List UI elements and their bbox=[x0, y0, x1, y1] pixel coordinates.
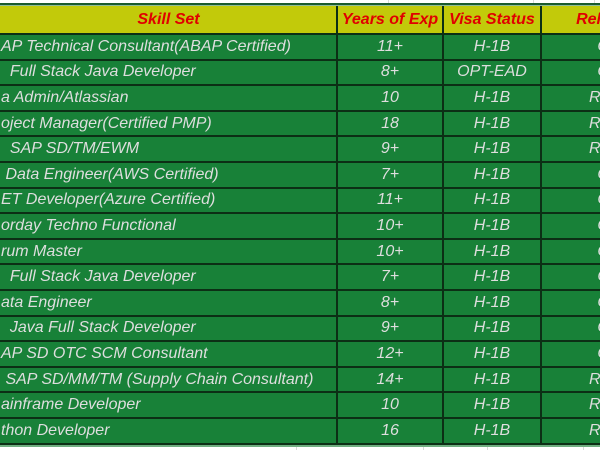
skill-cell[interactable]: Full Stack Java Developer bbox=[0, 60, 338, 85]
visa-cell[interactable]: H-1B bbox=[444, 367, 542, 392]
years-cell[interactable]: 9+ bbox=[338, 137, 444, 161]
visa-cell[interactable]: H-1B bbox=[444, 111, 542, 136]
table-row: Full Stack Java Developer 7+ H-1B Open bbox=[0, 265, 600, 291]
years-cell[interactable]: 18 bbox=[338, 111, 444, 136]
skill-cell[interactable]: rum Master bbox=[0, 239, 338, 264]
table-row: thon Developer 16 H-1B Remote bbox=[0, 418, 600, 445]
sheet-gridline bbox=[594, 0, 595, 3]
reloc-cell[interactable]: Remote bbox=[588, 88, 600, 106]
sheet-gridline bbox=[423, 445, 424, 450]
reloc-cell[interactable]: Open bbox=[542, 163, 600, 187]
visa-cell[interactable]: H-1B bbox=[444, 290, 542, 315]
sheet-gridline bbox=[533, 0, 534, 3]
reloc-cell[interactable]: Open bbox=[542, 214, 600, 238]
skill-cell[interactable]: ET Developer(Azure Certified) bbox=[0, 188, 338, 213]
table-row: a Admin/Atlassian 10 H-1B Remote bbox=[0, 86, 600, 112]
sheet-gridline bbox=[388, 0, 389, 3]
table-row: SAP SD/TM/EWM 9+ H-1B Remote bbox=[0, 137, 600, 163]
table-top-border bbox=[0, 3, 600, 5]
table-row: AP SD OTC SCM Consultant 12+ H-1B Open bbox=[0, 342, 600, 368]
years-cell[interactable]: 8+ bbox=[338, 290, 444, 315]
visa-cell[interactable]: H-1B bbox=[444, 35, 542, 59]
skill-cell[interactable]: ainframe Developer bbox=[0, 393, 338, 417]
hotlist-table: Skill Set Years of Exp Visa Status Reloc… bbox=[0, 3, 600, 447]
reloc-cell[interactable]: Open bbox=[542, 317, 600, 341]
years-cell[interactable]: 14+ bbox=[338, 367, 444, 392]
reloc-cell[interactable]: Open bbox=[542, 342, 600, 366]
visa-cell[interactable]: H-1B bbox=[444, 342, 542, 366]
visa-cell[interactable]: H-1B bbox=[444, 162, 542, 187]
years-cell[interactable]: 11+ bbox=[338, 188, 444, 213]
skill-cell[interactable]: Full Stack Java Developer bbox=[0, 265, 338, 289]
years-cell[interactable]: 10 bbox=[338, 393, 444, 417]
reloc-cell[interactable]: Remote bbox=[588, 421, 600, 439]
years-cell[interactable]: 10 bbox=[338, 86, 444, 110]
skill-cell[interactable]: orday Techno Functional bbox=[0, 214, 338, 238]
table-row: ainframe Developer 10 H-1B Remote bbox=[0, 393, 600, 419]
years-cell[interactable]: 16 bbox=[338, 418, 444, 443]
reloc-cell[interactable]: Remote bbox=[588, 396, 600, 414]
table-row: ET Developer(Azure Certified) 11+ H-1B O… bbox=[0, 188, 600, 215]
table-header-row: Skill Set Years of Exp Visa Status Reloc… bbox=[0, 6, 600, 35]
skill-cell[interactable]: a Admin/Atlassian bbox=[0, 86, 338, 110]
visa-cell[interactable]: H-1B bbox=[444, 393, 542, 417]
reloc-cell[interactable]: Open bbox=[542, 291, 600, 315]
visa-cell[interactable]: H-1B bbox=[444, 137, 542, 161]
years-cell[interactable]: 10+ bbox=[338, 239, 444, 264]
visa-cell[interactable]: H-1B bbox=[444, 239, 542, 264]
header-skill-set[interactable]: Skill Set bbox=[0, 6, 338, 33]
visa-cell[interactable]: H-1B bbox=[444, 188, 542, 213]
visa-cell[interactable]: H-1B bbox=[444, 418, 542, 443]
reloc-cell[interactable]: Open bbox=[542, 61, 600, 85]
table-top-border-inner bbox=[0, 5, 600, 6]
visa-cell[interactable]: OPT-EAD bbox=[444, 60, 542, 85]
years-cell[interactable]: 11+ bbox=[338, 35, 444, 59]
years-cell[interactable]: 7+ bbox=[338, 265, 444, 289]
skill-cell[interactable]: ata Engineer bbox=[0, 290, 338, 315]
visa-cell[interactable]: H-1B bbox=[444, 214, 542, 238]
skill-cell[interactable]: AP SD OTC SCM Consultant bbox=[0, 342, 338, 366]
header-visa-status[interactable]: Visa Status bbox=[444, 6, 542, 33]
table-row: oject Manager(Certified PMP) 18 H-1B Rem… bbox=[0, 111, 600, 138]
years-cell[interactable]: 10+ bbox=[338, 214, 444, 238]
reloc-cell[interactable]: Open bbox=[542, 265, 600, 289]
skill-cell[interactable]: SAP SD/MM/TM (Supply Chain Consultant) bbox=[0, 367, 338, 392]
reloc-cell[interactable]: Remote bbox=[588, 114, 600, 132]
reloc-cell[interactable]: Open bbox=[542, 240, 600, 264]
table-row: Data Engineer(AWS Certified) 7+ H-1B Ope… bbox=[0, 162, 600, 189]
skill-cell[interactable]: thon Developer bbox=[0, 418, 338, 443]
reloc-cell[interactable]: Open bbox=[542, 35, 600, 59]
skill-cell[interactable]: AP Technical Consultant(ABAP Certified) bbox=[0, 35, 338, 59]
table-row: ata Engineer 8+ H-1B Open bbox=[0, 290, 600, 317]
table-row: SAP SD/MM/TM (Supply Chain Consultant) 1… bbox=[0, 367, 600, 394]
years-cell[interactable]: 12+ bbox=[338, 342, 444, 366]
table-row: rum Master 10+ H-1B Open bbox=[0, 239, 600, 266]
table-row: Full Stack Java Developer 8+ OPT-EAD Ope… bbox=[0, 60, 600, 87]
skill-cell[interactable]: SAP SD/TM/EWM bbox=[0, 137, 338, 161]
sheet-gridline bbox=[296, 445, 297, 450]
table-row: Java Full Stack Developer 9+ H-1B Open bbox=[0, 316, 600, 343]
years-cell[interactable]: 7+ bbox=[338, 162, 444, 187]
visa-cell[interactable]: H-1B bbox=[444, 316, 542, 341]
table-row: orday Techno Functional 10+ H-1B Open bbox=[0, 214, 600, 240]
visa-cell[interactable]: H-1B bbox=[444, 86, 542, 110]
years-cell[interactable]: 8+ bbox=[338, 60, 444, 85]
skill-cell[interactable]: Data Engineer(AWS Certified) bbox=[0, 162, 338, 187]
header-relocation[interactable]: Relocation bbox=[576, 10, 600, 28]
skill-cell[interactable]: Java Full Stack Developer bbox=[0, 316, 338, 341]
table-row: AP Technical Consultant(ABAP Certified) … bbox=[0, 35, 600, 61]
reloc-cell[interactable]: Remote bbox=[588, 140, 600, 158]
sheet-gridline bbox=[583, 445, 584, 450]
years-cell[interactable]: 9+ bbox=[338, 316, 444, 341]
skill-cell[interactable]: oject Manager(Certified PMP) bbox=[0, 111, 338, 136]
visa-cell[interactable]: H-1B bbox=[444, 265, 542, 289]
header-years-of-exp[interactable]: Years of Exp bbox=[338, 6, 444, 33]
reloc-cell[interactable]: Remote bbox=[588, 370, 600, 388]
table-bottom-border bbox=[0, 444, 600, 447]
reloc-cell[interactable]: Open bbox=[542, 189, 600, 213]
sheet-gridline bbox=[487, 445, 488, 450]
